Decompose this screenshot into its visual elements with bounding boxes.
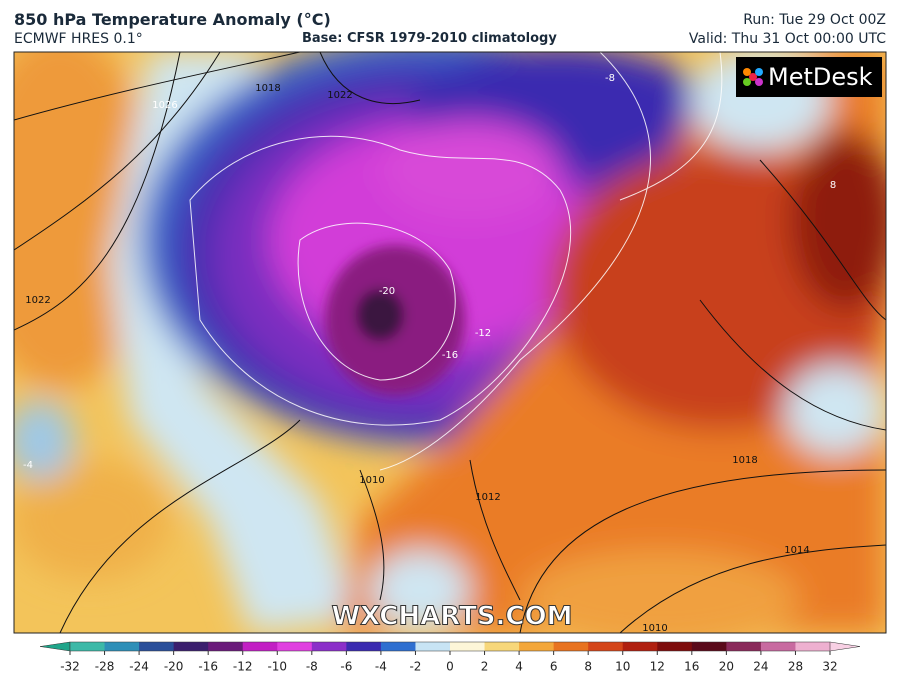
colorbar-tick-label: 16 (684, 660, 699, 674)
colorbar-tick-label: -4 (375, 660, 387, 674)
isobars (14, 52, 886, 633)
colorbar-tick-label: 24 (753, 660, 768, 674)
colorbar-tick-label: 6 (550, 660, 558, 674)
watermark: WXCHARTS.COM (331, 602, 572, 632)
colorbar-segment (277, 642, 313, 651)
title: 850 hPa Temperature Anomaly (°C) (14, 10, 331, 29)
map-frame (13, 51, 887, 634)
colorbar-segment (691, 642, 727, 651)
colorbar-tick-label: -12 (233, 660, 253, 674)
colorbar-tick-label: 32 (822, 660, 837, 674)
colorbar-segment (70, 642, 106, 651)
base: Base: CFSR 1979-2010 climatology (302, 31, 557, 46)
colorbar-tick-label: -2 (409, 660, 421, 674)
colorbar-segment (553, 642, 589, 651)
map-field (14, 52, 886, 633)
contour-label: -8 (605, 73, 615, 84)
contour-label: 1014 (784, 545, 809, 556)
brand: MetDesk (768, 63, 873, 91)
isotherms (189, 52, 723, 471)
contour-labels: 1018 1022 1026 1022 -8 8 -20 -12 -16 1018 1014 1010… (23, 73, 836, 634)
colorbar-segment (380, 642, 416, 651)
contour-label: 1022 (327, 90, 352, 101)
colorbar-segment (242, 642, 278, 651)
colorbar-segment (657, 642, 693, 651)
colorbar-segment (139, 642, 175, 651)
colorbar-tick-label: 20 (719, 660, 734, 674)
colorbar-segment (726, 642, 762, 651)
colorbar-tick-label: 2 (481, 660, 489, 674)
colorbar-extend (829, 641, 861, 652)
colorbar-segment (588, 642, 624, 651)
colorbar-tick-label: -8 (306, 660, 318, 674)
colorbar-tick-label: 10 (615, 660, 630, 674)
colorbar-segment (346, 642, 382, 651)
contour-label: -20 (379, 286, 395, 297)
colorbar-extend (39, 641, 71, 652)
colorbar-tick-label: -32 (60, 660, 80, 674)
contour-label: 1018 (732, 455, 757, 466)
colorbar-segment (760, 642, 796, 651)
colorbar-segment (484, 642, 520, 651)
colorbar-tick-label: 4 (515, 660, 523, 674)
colorbar-segment (173, 642, 209, 651)
colorbar-segment (208, 642, 244, 651)
colorbar-tick-label: 12 (650, 660, 665, 674)
contour-label: -12 (475, 328, 491, 339)
colorbar-tick-label: -28 (95, 660, 115, 674)
model: ECMWF HRES 0.1° (14, 31, 143, 47)
colorbar-tick-label: 28 (788, 660, 803, 674)
contour-label: 8 (830, 180, 836, 191)
contour-label: -4 (23, 460, 33, 471)
colorbar-segment (415, 642, 451, 651)
colorbar-segment (519, 642, 555, 651)
colorbar-tick-label: 0 (446, 660, 454, 674)
colorbar-segment (795, 642, 831, 651)
contour-label: 1026 (152, 100, 177, 111)
colorbar-tick-label: -20 (164, 660, 184, 674)
colorbar-tick-label: -6 (340, 660, 352, 674)
contour-label: 1018 (255, 83, 280, 94)
colorbar-tick-label: -10 (267, 660, 287, 674)
contour-label: 1022 (25, 295, 50, 306)
colorbar-segment (311, 642, 347, 651)
colorbar-segment (104, 642, 140, 651)
colorbar-tick-label: 8 (584, 660, 592, 674)
colorbar-tick-label: -24 (129, 660, 149, 674)
contour-label: 1012 (475, 492, 500, 503)
contour-label: -16 (442, 350, 458, 361)
colorbar-tick-label: -16 (198, 660, 218, 674)
colorbar: -32 -28 -24 -20 -16 -12 -10 -8 -6 -4 -2 0 2 4 6 8 10 12 16… (39, 641, 861, 674)
contour-label: 1010 (642, 623, 667, 634)
contour-label: 1010 (359, 475, 384, 486)
metdesk-logo: MetDesk (736, 57, 882, 97)
run: Run: Tue 29 Oct 00Z (743, 12, 886, 28)
colorbar-segment (622, 642, 658, 651)
colorbar-segment (450, 642, 486, 651)
valid: Valid: Thu 31 Oct 00:00 UTC (688, 31, 886, 47)
